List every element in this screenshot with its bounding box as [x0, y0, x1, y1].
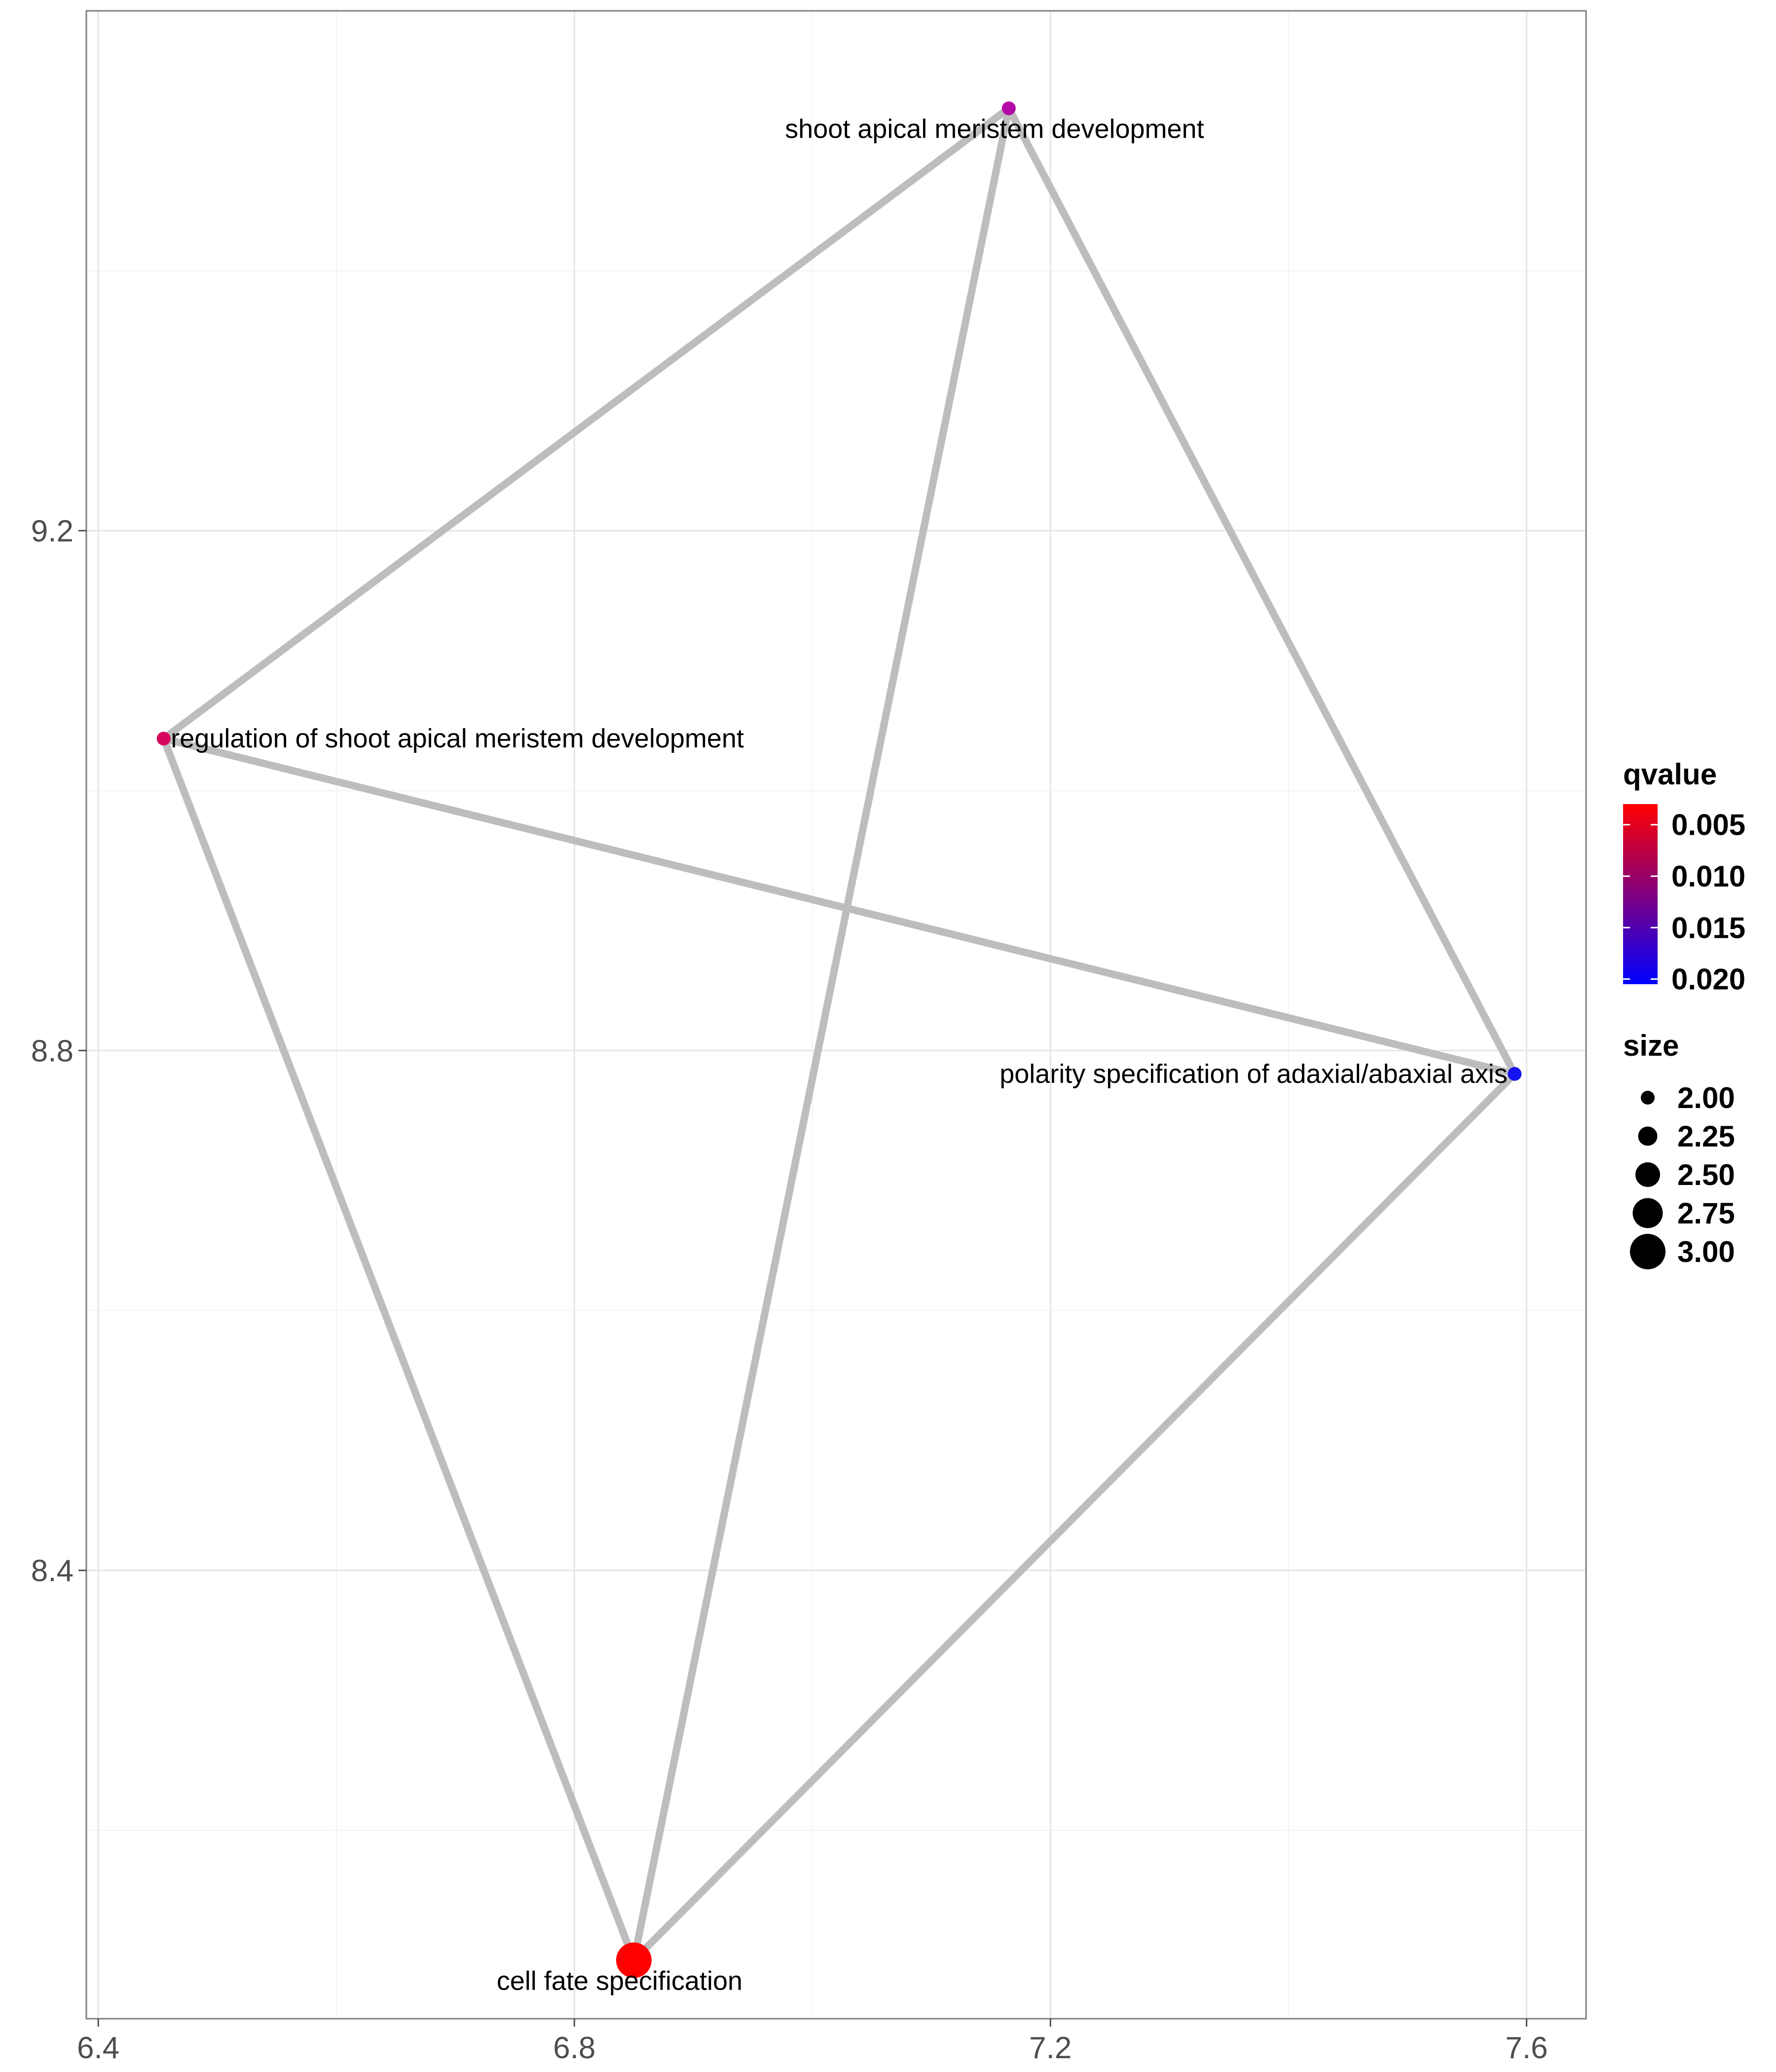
edge-regulation-polarity [163, 735, 1516, 1078]
size-legend-key [1641, 1091, 1655, 1105]
x-tick-label: 6.8 [553, 2031, 595, 2065]
qvalue-legend-label: 0.015 [1671, 911, 1745, 944]
size-legend-key [1635, 1162, 1660, 1187]
x-tick-label: 7.6 [1505, 2031, 1548, 2065]
qvalue-colorbar [1623, 804, 1658, 984]
x-tick-label: 6.4 [77, 2031, 119, 2065]
size-legend-key [1630, 1234, 1665, 1269]
node-layer [156, 101, 1522, 1978]
qvalue-legend-label: 0.005 [1671, 809, 1745, 842]
size-legend-label: 2.50 [1677, 1158, 1735, 1191]
edge-shoot-polarity [1005, 107, 1518, 1076]
edge-layer [160, 105, 1518, 1963]
qvalue-legend-title: qvalue [1623, 758, 1717, 791]
y-tick-label: 8.8 [31, 1034, 74, 1068]
plot-panel-border [85, 10, 1587, 2020]
edge-shoot-regulation [161, 105, 1011, 742]
size-legend-label: 2.25 [1677, 1120, 1735, 1153]
qvalue-legend-ticks: 0.005 0.010 0.015 0.020 [1623, 809, 1745, 996]
node-label-cellfate: cell fate specification [497, 1966, 742, 1996]
size-legend-key [1632, 1198, 1663, 1228]
size-legend-keys: 2.00 2.25 2.50 2.75 3.00 [1630, 1081, 1735, 1269]
x-tick-label: 7.2 [1029, 2031, 1072, 2065]
minor-gridlines [86, 11, 1586, 2019]
node-label-shoot: shoot apical meristem development [785, 114, 1204, 144]
size-legend-key [1638, 1126, 1658, 1146]
edge-shoot-cellfate [630, 108, 1013, 1961]
y-tick-label: 8.4 [31, 1554, 74, 1588]
size-legend-title: size [1623, 1029, 1679, 1062]
legend: qvalue 0.005 0.010 0.015 0.020 size 2.00 2.2… [1623, 758, 1745, 1269]
node-shoot [1001, 101, 1016, 115]
axes: 6.4 6.8 7.2 7.6 8.4 8.8 9.2 [31, 515, 1548, 2065]
node-label-regulation: regulation of shoot apical meristem deve… [171, 724, 744, 753]
edge-regulation-cellfate [160, 737, 637, 1962]
qvalue-legend-label: 0.010 [1671, 860, 1745, 893]
size-legend-label: 3.00 [1677, 1235, 1735, 1268]
major-gridlines [86, 11, 1586, 2019]
edge-polarity-cellfate [631, 1071, 1517, 1963]
y-tick-label: 9.2 [31, 515, 74, 549]
size-legend-label: 2.75 [1677, 1197, 1735, 1230]
size-legend-label: 2.00 [1677, 1081, 1735, 1114]
qvalue-legend-label: 0.020 [1671, 963, 1745, 996]
node-regulation [156, 732, 171, 746]
node-label-layer: shoot apical meristem development regulat… [171, 114, 1507, 1996]
node-label-polarity: polarity specification of adaxial/abaxia… [999, 1059, 1508, 1089]
node-cellfate [616, 1942, 652, 1978]
node-polarity [1508, 1067, 1522, 1081]
